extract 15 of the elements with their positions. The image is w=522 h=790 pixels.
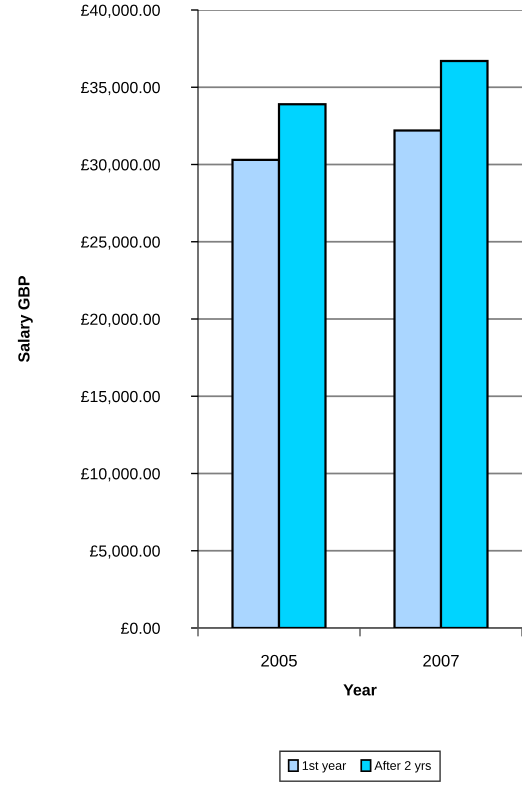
x-tick-label: 2007 <box>423 654 459 667</box>
x-tick-label: 2005 <box>261 654 297 667</box>
x-axis-title: Year <box>343 684 377 696</box>
y-tick-label: £30,000.00 <box>81 159 160 172</box>
y-tick-label: £40,000.00 <box>81 4 160 18</box>
y-tick-label: £0.00 <box>120 622 160 634</box>
legend-label: After 2 yrs <box>374 760 431 772</box>
y-tick-label: £5,000.00 <box>90 545 160 559</box>
y-tick-label: £35,000.00 <box>81 82 160 96</box>
y-tick-label: £20,000.00 <box>81 314 160 327</box>
y-tick-label: £25,000.00 <box>81 236 160 250</box>
y-tick-label: £15,000.00 <box>81 390 160 404</box>
y-axis-title: Salary GBP <box>18 276 33 362</box>
legend-label: 1st year <box>302 761 346 772</box>
y-tick-label: £10,000.00 <box>81 468 160 482</box>
